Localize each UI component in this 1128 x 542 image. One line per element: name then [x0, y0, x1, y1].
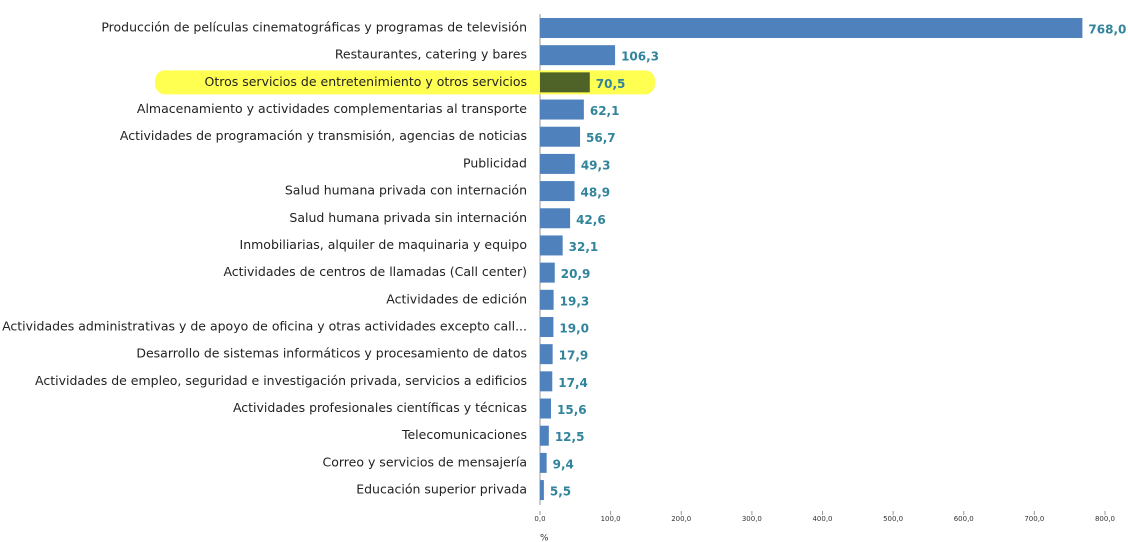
bar [540, 316, 554, 337]
category-label: Actividades de centros de llamadas (Call… [223, 264, 527, 279]
bar [540, 72, 590, 93]
bar [540, 45, 616, 66]
bar [540, 262, 555, 283]
value-label: 9,4 [553, 457, 574, 471]
value-label: 49,3 [581, 158, 611, 172]
bar [540, 480, 544, 501]
bar [540, 452, 547, 473]
bar [540, 18, 1083, 38]
x-tick-label: 500,0 [883, 515, 903, 523]
category-label: Actividades de empleo, seguridad e inves… [35, 373, 527, 388]
value-label: 5,5 [550, 485, 571, 499]
x-tick-label: 700,0 [1024, 515, 1044, 523]
value-label: 42,6 [576, 213, 606, 227]
value-label: 15,6 [557, 403, 587, 417]
bar [540, 371, 553, 392]
category-label: Educación superior privada [356, 482, 527, 497]
category-label: Desarrollo de sistemas informáticos y pr… [136, 346, 527, 361]
value-label: 17,4 [558, 376, 588, 390]
category-label: Inmobiliarias, alquiler de maquinaria y … [240, 237, 527, 252]
value-label: 106,3 [621, 50, 659, 64]
category-label: Salud humana privada con internación [285, 183, 527, 198]
category-label: Publicidad [463, 155, 527, 170]
value-label: 768,0 [1088, 23, 1126, 37]
category-label: Actividades administrativas y de apoyo d… [2, 318, 527, 333]
label-highlight [155, 70, 655, 95]
category-label: Almacenamiento y actividades complementa… [137, 101, 527, 116]
value-label: 70,5 [596, 77, 626, 91]
category-label: Otros servicios de entretenimiento y otr… [204, 74, 527, 89]
value-label: 62,1 [590, 104, 620, 118]
category-label: Actividades de programación y transmisió… [120, 128, 527, 143]
bar [540, 425, 549, 446]
category-label: Salud humana privada sin internación [289, 210, 527, 225]
value-label: 20,9 [561, 267, 591, 281]
bar [540, 398, 552, 419]
x-tick-label: 0,0 [534, 515, 545, 523]
x-tick-label: 400,0 [812, 515, 832, 523]
x-tick-label: 300,0 [742, 515, 762, 523]
value-label: 48,9 [581, 186, 611, 200]
bar [540, 153, 575, 174]
bar [540, 289, 554, 310]
value-label: 12,5 [555, 430, 585, 444]
category-label: Restaurantes, catering y bares [335, 47, 527, 62]
category-label: Correo y servicios de mensajería [322, 454, 527, 469]
value-label: 19,0 [559, 321, 589, 335]
category-label: Telecomunicaciones [401, 427, 527, 442]
x-tick-label: 100,0 [601, 515, 621, 523]
bar [540, 99, 584, 120]
value-label: 19,3 [560, 294, 590, 308]
value-label: 17,9 [559, 349, 589, 363]
bar [540, 344, 553, 365]
value-label: 56,7 [586, 131, 616, 145]
bar [540, 181, 575, 202]
category-label: Producción de películas cinematográficas… [101, 20, 527, 35]
x-tick-label: 800,0 [1095, 515, 1115, 523]
x-tick-label: 600,0 [954, 515, 974, 523]
bar [540, 126, 581, 147]
category-label: Actividades de edición [386, 291, 527, 306]
x-tick-label: 200,0 [671, 515, 691, 523]
x-axis-label: % [540, 534, 549, 542]
category-label: Actividades profesionales científicas y … [233, 400, 527, 415]
bar [540, 235, 563, 256]
value-label: 32,1 [569, 240, 599, 254]
bar [540, 208, 571, 229]
